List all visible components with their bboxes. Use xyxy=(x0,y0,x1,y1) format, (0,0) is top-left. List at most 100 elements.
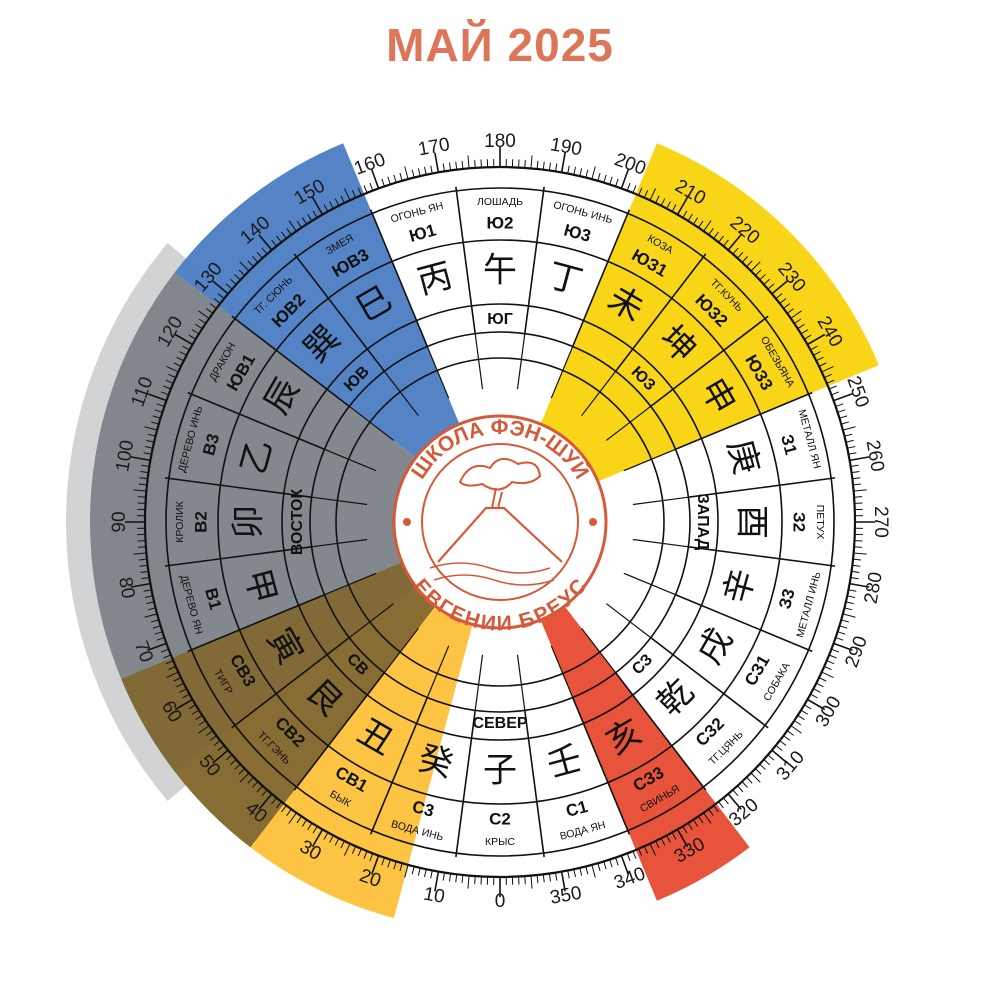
degree-tick xyxy=(579,168,583,177)
degree-tick xyxy=(703,220,712,232)
degree-label: 180 xyxy=(484,131,516,152)
degree-tick xyxy=(804,334,812,340)
degree-label: 350 xyxy=(548,883,583,909)
degree-tick xyxy=(442,163,445,172)
inner-spoke xyxy=(348,405,395,441)
mountain-divider xyxy=(187,391,325,451)
degree-tick xyxy=(296,816,302,824)
degree-tick xyxy=(660,198,666,206)
degree-tick xyxy=(442,872,445,881)
degree-tick xyxy=(615,857,619,866)
degree-label: 250 xyxy=(842,373,873,410)
degree-tick xyxy=(286,808,292,816)
degree-tick xyxy=(841,619,850,623)
degree-tick xyxy=(676,196,689,215)
mountain-name: ВОДА ЯН xyxy=(559,819,607,843)
degree-tick xyxy=(160,648,169,653)
degree-tick xyxy=(794,720,802,726)
degree-tick xyxy=(804,704,812,710)
degree-tick xyxy=(137,546,146,548)
degree-tick xyxy=(334,198,340,206)
degree-tick xyxy=(828,385,837,390)
degree-tick xyxy=(448,873,452,882)
degree-tick xyxy=(548,873,552,882)
degree-tick xyxy=(351,846,357,854)
degree-tick xyxy=(191,709,200,715)
degree-tick xyxy=(247,260,254,267)
mountain-divider xyxy=(650,315,769,407)
degree-tick xyxy=(841,421,850,425)
mountain-name: ЛОШАДЬ xyxy=(477,196,523,208)
degree-tick xyxy=(632,850,637,859)
degree-label: 280 xyxy=(861,570,887,605)
degree-tick xyxy=(649,188,656,201)
degree-tick xyxy=(555,872,558,881)
degree-tick xyxy=(807,333,826,346)
degree-tick xyxy=(847,595,856,598)
degree-tick xyxy=(779,298,787,304)
degree-tick xyxy=(632,185,637,194)
degree-tick xyxy=(783,303,791,309)
degree-tick xyxy=(312,210,318,218)
degree-tick xyxy=(323,832,329,840)
degree-tick xyxy=(434,871,440,892)
degree-tick xyxy=(603,861,607,870)
degree-tick xyxy=(718,801,724,809)
degree-tick xyxy=(252,781,259,788)
degree-tick xyxy=(786,308,794,314)
degree-tick xyxy=(853,558,862,561)
degree-tick xyxy=(759,763,766,770)
mountain-code: В2 xyxy=(191,511,210,533)
degree-tick xyxy=(585,866,589,875)
degree-tick xyxy=(779,740,787,746)
inner-spoke xyxy=(623,572,676,596)
degree-tick xyxy=(198,720,206,726)
degree-label: 90 xyxy=(109,511,130,532)
inner-spoke xyxy=(605,603,652,639)
eruption-icon xyxy=(491,487,503,509)
degree-tick xyxy=(146,439,155,443)
degree-tick xyxy=(206,308,214,314)
mountain-divider xyxy=(231,637,350,729)
degree-tick xyxy=(147,607,156,611)
mountain-character: 丁 xyxy=(543,255,586,302)
degree-tick xyxy=(206,730,214,736)
mountain-code: С3 xyxy=(410,797,436,821)
degree-tick xyxy=(301,217,308,225)
degree-tick xyxy=(852,477,861,480)
degree-tick xyxy=(620,855,630,875)
degree-tick xyxy=(182,345,190,351)
degree-tick xyxy=(813,688,821,693)
mountain-character: 卯 xyxy=(229,505,269,539)
degree-tick xyxy=(146,601,155,605)
mountain-divider xyxy=(293,253,385,372)
degree-tick xyxy=(530,875,533,889)
mountain-divider xyxy=(369,697,429,835)
degree-tick xyxy=(833,642,853,652)
degree-tick xyxy=(816,682,824,688)
mountain-character: 子 xyxy=(483,751,517,791)
degree-tick xyxy=(597,863,601,872)
degree-tick xyxy=(424,869,427,878)
degree-tick xyxy=(288,812,297,824)
degree-ticks-layer xyxy=(125,147,875,897)
degree-tick xyxy=(252,256,259,263)
degree-tick xyxy=(168,373,176,379)
degree-tick xyxy=(655,195,660,204)
mountain-divider xyxy=(688,477,836,498)
inner-spoke xyxy=(311,496,368,506)
degree-tick xyxy=(393,861,397,870)
degree-tick xyxy=(141,577,150,580)
degree-tick xyxy=(344,843,351,856)
degree-tick xyxy=(698,816,704,824)
degree-tick xyxy=(137,496,146,498)
degree-tick xyxy=(173,362,182,367)
degree-tick xyxy=(238,768,245,775)
degree-tick xyxy=(767,754,775,761)
degree-label: 260 xyxy=(862,438,888,473)
degree-tick xyxy=(818,362,827,367)
degree-tick xyxy=(258,793,273,810)
mountain-code: З2 xyxy=(790,512,809,532)
inner-spoke xyxy=(311,538,368,548)
degree-tick xyxy=(692,217,699,225)
